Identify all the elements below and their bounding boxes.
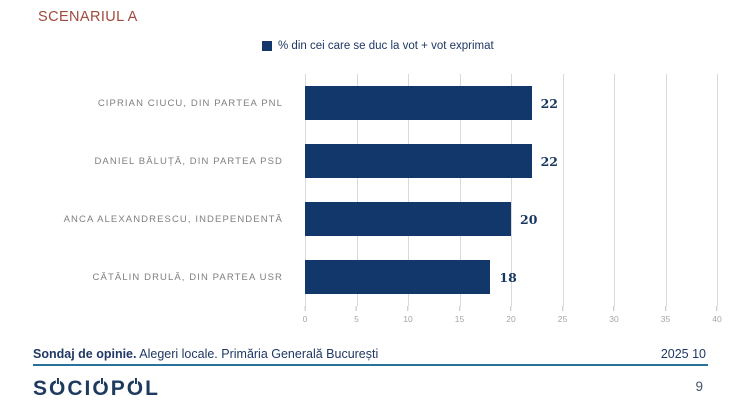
gridline	[665, 74, 667, 306]
category-label: CIPRIAN CIUCU, DIN PARTEA PNL	[97, 97, 283, 109]
x-axis-tick: 15	[455, 306, 464, 324]
tick-label: 10	[403, 314, 413, 324]
x-axis-tick: 10	[403, 306, 413, 324]
category-label: DANIEL BĂLUȚĂ, DIN PARTEA PSD	[94, 155, 283, 167]
x-axis-tick: 35	[661, 306, 670, 324]
category-row: CIPRIAN CIUCU, DIN PARTEA PNL	[0, 74, 295, 132]
x-axis-tick: 5	[354, 306, 359, 324]
bar	[305, 144, 532, 178]
bar-row: 18	[305, 248, 717, 306]
logo-letter: I	[84, 377, 93, 400]
x-axis-tick: 25	[558, 306, 567, 324]
gridline	[459, 74, 461, 306]
tick-mark	[407, 306, 409, 311]
tick-mark	[304, 306, 306, 311]
tick-mark	[510, 306, 512, 311]
tick-label: 20	[506, 314, 516, 324]
bar	[305, 260, 491, 294]
category-label: CĂTĂLIN DRULĂ, DIN PARTEA USR	[92, 271, 283, 283]
category-labels: CIPRIAN CIUCU, DIN PARTEA PNL DANIEL BĂL…	[0, 74, 295, 306]
category-row: DANIEL BĂLUȚĂ, DIN PARTEA PSD	[0, 132, 295, 190]
x-axis: 0 5 10 15 20 25 30 35	[302, 306, 722, 328]
chart-plot-area: 22 22 20 18	[305, 74, 718, 306]
tick-label: 35	[660, 314, 671, 324]
tick-label: 40	[712, 314, 722, 324]
x-axis-tick: 20	[506, 306, 516, 324]
gridline	[562, 74, 564, 306]
logo-letter: L	[145, 377, 160, 400]
x-axis-tick: 0	[302, 306, 308, 324]
tick-mark	[665, 306, 666, 311]
category-row: ANCA ALEXANDRESCU, INDEPENDENTĂ	[0, 190, 295, 248]
tick-mark	[459, 306, 460, 311]
tick-mark	[355, 306, 357, 311]
bar-row: 22	[305, 132, 717, 190]
tick-mark	[562, 306, 563, 311]
bar-row: 22	[305, 74, 717, 132]
legend-label: % din cei care se duc la vot + vot expri…	[278, 40, 494, 52]
page-number: 9	[695, 379, 703, 394]
tick-label: 30	[609, 314, 619, 324]
gridline	[511, 74, 512, 306]
footer-caption-bold: Sondaj de opinie.	[33, 347, 137, 361]
tick-label: 25	[557, 314, 568, 324]
bar	[305, 86, 532, 120]
footer-divider	[33, 364, 708, 366]
tick-label: 5	[354, 314, 359, 324]
bar-series: 22 22 20 18	[305, 74, 717, 306]
footer-date: 2025 10	[660, 347, 706, 361]
gridline	[614, 74, 615, 306]
logo-letter-o: O	[49, 377, 68, 400]
sociopol-logo: S O C I O P O L	[33, 377, 160, 401]
bar-value-label: 22	[540, 153, 558, 169]
logo-letter: S	[33, 377, 50, 400]
category-label: ANCA ALEXANDRESCU, INDEPENDENTĂ	[63, 213, 283, 225]
tick-mark	[716, 306, 718, 311]
category-row: CĂTĂLIN DRULĂ, DIN PARTEA USR	[0, 248, 295, 306]
bar-row: 20	[305, 190, 717, 248]
bar-value-label: 20	[520, 211, 538, 227]
bar-value-label: 22	[540, 95, 558, 111]
gridline	[356, 74, 358, 306]
tick-label: 15	[454, 314, 465, 324]
x-axis-tick: 30	[609, 306, 619, 324]
legend-square-icon	[262, 41, 272, 51]
gridline	[408, 74, 409, 306]
chart-legend: % din cei care se duc la vot + vot expri…	[262, 40, 494, 52]
gridline	[717, 74, 718, 306]
logo-letter-o: O	[92, 377, 111, 400]
bar-value-label: 18	[499, 269, 517, 285]
page-title: SCENARIUL A	[38, 9, 138, 25]
tick-mark	[613, 306, 615, 311]
logo-letter: C	[67, 377, 85, 400]
x-axis-tick: 40	[712, 306, 722, 324]
footer-caption-rest: Alegeri locale. Primăria Generală Bucure…	[136, 347, 379, 361]
logo-letter: P	[110, 377, 127, 400]
logo-letter-o: O	[126, 377, 146, 400]
tick-label: 0	[302, 314, 308, 324]
bar	[305, 202, 511, 236]
footer-caption: Sondaj de opinie. Alegeri locale. Primăr…	[33, 347, 378, 361]
gridline	[305, 74, 306, 306]
